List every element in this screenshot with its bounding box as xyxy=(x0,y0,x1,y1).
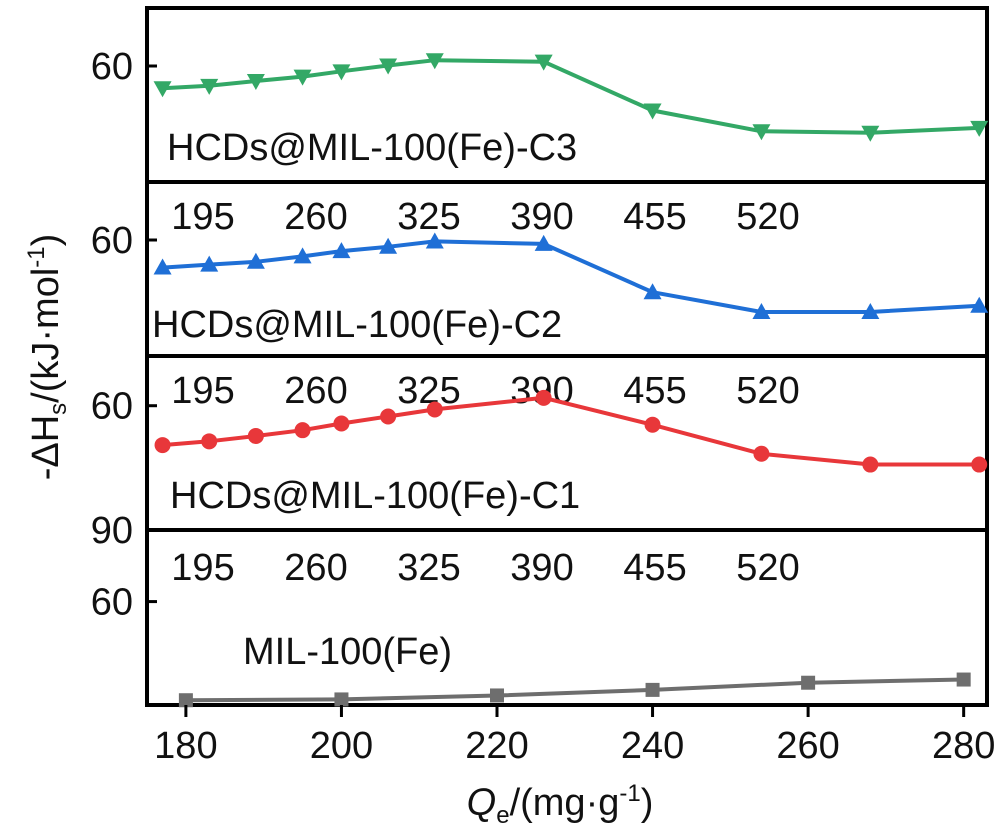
data-point xyxy=(294,422,311,439)
data-point xyxy=(380,408,397,425)
data-point xyxy=(970,296,989,313)
data-point xyxy=(643,103,662,120)
data-point xyxy=(753,445,770,462)
data-point xyxy=(293,69,312,86)
data-point xyxy=(956,672,971,687)
y-axis-title-prefix: -ΔH xyxy=(25,415,67,480)
y-tick-label: 90 xyxy=(91,510,133,552)
x-axis-title-sup: -1 xyxy=(619,780,640,807)
data-point xyxy=(426,401,443,418)
x-tick-label: 220 xyxy=(465,725,528,767)
x-axis: 180 200 220 240 260 280 xyxy=(154,705,995,767)
data-point xyxy=(246,252,265,269)
series-line xyxy=(162,239,980,314)
data-point xyxy=(645,682,660,697)
top-axis-label: 195 xyxy=(171,370,234,412)
y-axis-title-sup: -1 xyxy=(23,246,50,267)
data-point xyxy=(200,78,219,95)
y-axis-title-end: ) xyxy=(25,234,67,247)
top-axis-label: 325 xyxy=(397,196,460,238)
panel-2: 60 195 260 325 390 455 520 HCDs@MIL-100(Fe)-C2 xyxy=(91,180,989,358)
panel-label: HCDs@MIL-100(Fe)-C3 xyxy=(167,127,577,169)
y-tick-label: 60 xyxy=(91,582,133,624)
data-point xyxy=(971,456,988,473)
data-point xyxy=(752,303,771,320)
panel-3: 6090195260325390455520HCDs@MIL-100(Fe)-C… xyxy=(91,354,989,552)
x-axis-title-sub: e xyxy=(496,802,509,829)
series-line xyxy=(162,58,980,135)
top-axis-label: 520 xyxy=(736,547,799,589)
top-axis-label: 455 xyxy=(623,370,686,412)
data-point xyxy=(534,234,553,251)
top-axis-label: 455 xyxy=(623,196,686,238)
data-point xyxy=(154,437,171,454)
data-point xyxy=(379,237,398,254)
top-axis-label: 455 xyxy=(623,547,686,589)
top-axis-label: 390 xyxy=(510,196,573,238)
data-point xyxy=(334,692,349,707)
top-axis-label: 260 xyxy=(284,196,347,238)
x-axis-title-suffix: /(mg·g xyxy=(510,782,620,824)
y-tick-label: 60 xyxy=(91,46,133,88)
data-point xyxy=(425,53,444,70)
x-tick-label: 200 xyxy=(310,725,373,767)
panel-1: 60 HCDs@MIL-100(Fe)-C3 xyxy=(91,6,989,184)
data-point xyxy=(801,675,816,690)
x-tick-label: 280 xyxy=(932,725,995,767)
data-point xyxy=(535,389,552,406)
data-point xyxy=(247,427,264,444)
top-axis-label: 260 xyxy=(284,370,347,412)
x-axis-title: Qe/(mg·g-1) xyxy=(467,780,654,829)
data-point xyxy=(332,64,351,81)
data-point xyxy=(293,247,312,264)
panel-label: MIL-100(Fe) xyxy=(243,631,452,673)
data-point xyxy=(861,303,880,320)
panel-label: HCDs@MIL-100(Fe)-C2 xyxy=(152,304,562,346)
top-axis-label: 520 xyxy=(736,196,799,238)
x-tick-label: 180 xyxy=(154,725,217,767)
data-point xyxy=(643,283,662,300)
data-point xyxy=(644,416,661,433)
data-point xyxy=(970,120,989,137)
y-tick-label: 60 xyxy=(91,220,133,262)
top-axis-label: 325 xyxy=(397,547,460,589)
data-point xyxy=(153,81,172,98)
panel-frame xyxy=(145,528,989,707)
data-point xyxy=(490,688,504,703)
y-axis-title-sub: s xyxy=(45,403,72,415)
top-axis-label: 260 xyxy=(284,547,347,589)
x-axis-title-end: ) xyxy=(641,782,654,824)
x-axis-title-prefix: Q xyxy=(467,782,497,824)
x-tick-label: 240 xyxy=(621,725,684,767)
data-point xyxy=(534,54,553,71)
data-point xyxy=(200,255,219,272)
data-point xyxy=(201,433,218,450)
y-axis-title-suffix: /(kJ·mol xyxy=(25,268,67,403)
data-point xyxy=(153,258,172,275)
data-point xyxy=(752,124,771,141)
series-line xyxy=(185,677,964,703)
data-point xyxy=(246,73,265,90)
data-point xyxy=(861,125,880,142)
data-point xyxy=(333,415,350,432)
y-tick-label: 60 xyxy=(91,386,133,428)
data-point xyxy=(178,693,193,708)
data-point xyxy=(379,58,398,75)
panel-4: 60 195 260 325 390 455 520 MIL-100(Fe) xyxy=(91,528,989,708)
data-point xyxy=(425,232,444,249)
top-axis-label: 195 xyxy=(171,547,234,589)
panel-label: HCDs@MIL-100(Fe)-C1 xyxy=(170,475,580,517)
top-axis-label: 520 xyxy=(736,370,799,412)
top-axis-label: 390 xyxy=(510,547,573,589)
y-axis-title: -ΔHs/(kJ·mol-1) xyxy=(23,234,72,481)
x-tick-label: 260 xyxy=(776,725,839,767)
data-point xyxy=(862,456,879,473)
chart-panels: 60 HCDs@MIL-100(Fe)-C3 60 195 260 325 390 455 52… xyxy=(91,6,989,708)
data-point xyxy=(332,242,351,259)
top-axis-label: 195 xyxy=(171,196,234,238)
